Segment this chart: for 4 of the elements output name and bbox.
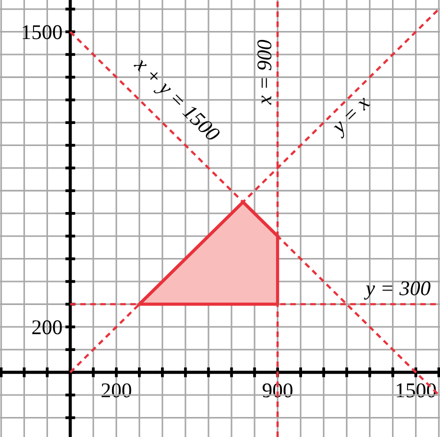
series-label: y = 300 <box>364 281 430 300</box>
text: x = 900 <box>257 40 272 105</box>
text: x + y = 1500 <box>130 56 221 146</box>
text: y = x <box>332 98 374 139</box>
